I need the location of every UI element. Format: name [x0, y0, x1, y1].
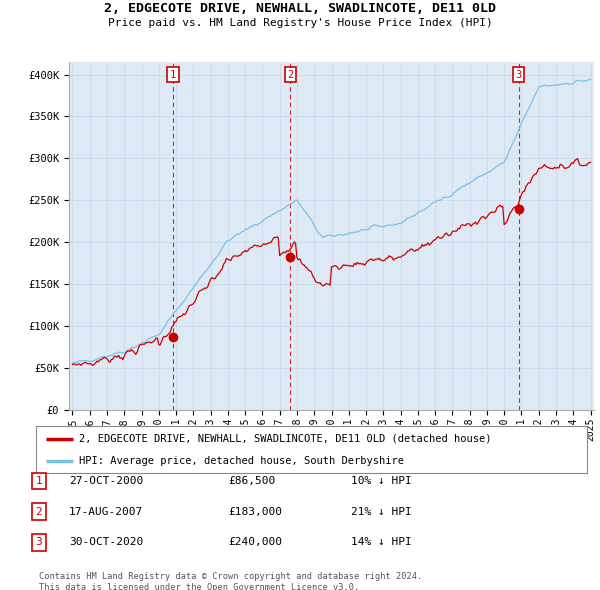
Text: 1: 1	[35, 476, 43, 486]
Text: £183,000: £183,000	[228, 507, 282, 516]
Text: 2, EDGECOTE DRIVE, NEWHALL, SWADLINCOTE, DE11 0LD (detached house): 2, EDGECOTE DRIVE, NEWHALL, SWADLINCOTE,…	[79, 434, 491, 444]
Text: Price paid vs. HM Land Registry's House Price Index (HPI): Price paid vs. HM Land Registry's House …	[107, 18, 493, 28]
Text: 14% ↓ HPI: 14% ↓ HPI	[351, 537, 412, 547]
Text: 3: 3	[35, 537, 43, 547]
Text: 2: 2	[35, 507, 43, 516]
Text: 27-OCT-2000: 27-OCT-2000	[69, 476, 143, 486]
Text: 3: 3	[515, 70, 521, 80]
Text: 10% ↓ HPI: 10% ↓ HPI	[351, 476, 412, 486]
Text: 2, EDGECOTE DRIVE, NEWHALL, SWADLINCOTE, DE11 0LD: 2, EDGECOTE DRIVE, NEWHALL, SWADLINCOTE,…	[104, 2, 496, 15]
Text: £86,500: £86,500	[228, 476, 275, 486]
Text: Contains HM Land Registry data © Crown copyright and database right 2024.: Contains HM Land Registry data © Crown c…	[39, 572, 422, 581]
Text: 17-AUG-2007: 17-AUG-2007	[69, 507, 143, 516]
Text: 30-OCT-2020: 30-OCT-2020	[69, 537, 143, 547]
Text: This data is licensed under the Open Government Licence v3.0.: This data is licensed under the Open Gov…	[39, 583, 359, 590]
Text: £240,000: £240,000	[228, 537, 282, 547]
Text: HPI: Average price, detached house, South Derbyshire: HPI: Average price, detached house, Sout…	[79, 457, 404, 466]
Text: 1: 1	[170, 70, 176, 80]
Text: 2: 2	[287, 70, 293, 80]
Text: 21% ↓ HPI: 21% ↓ HPI	[351, 507, 412, 516]
